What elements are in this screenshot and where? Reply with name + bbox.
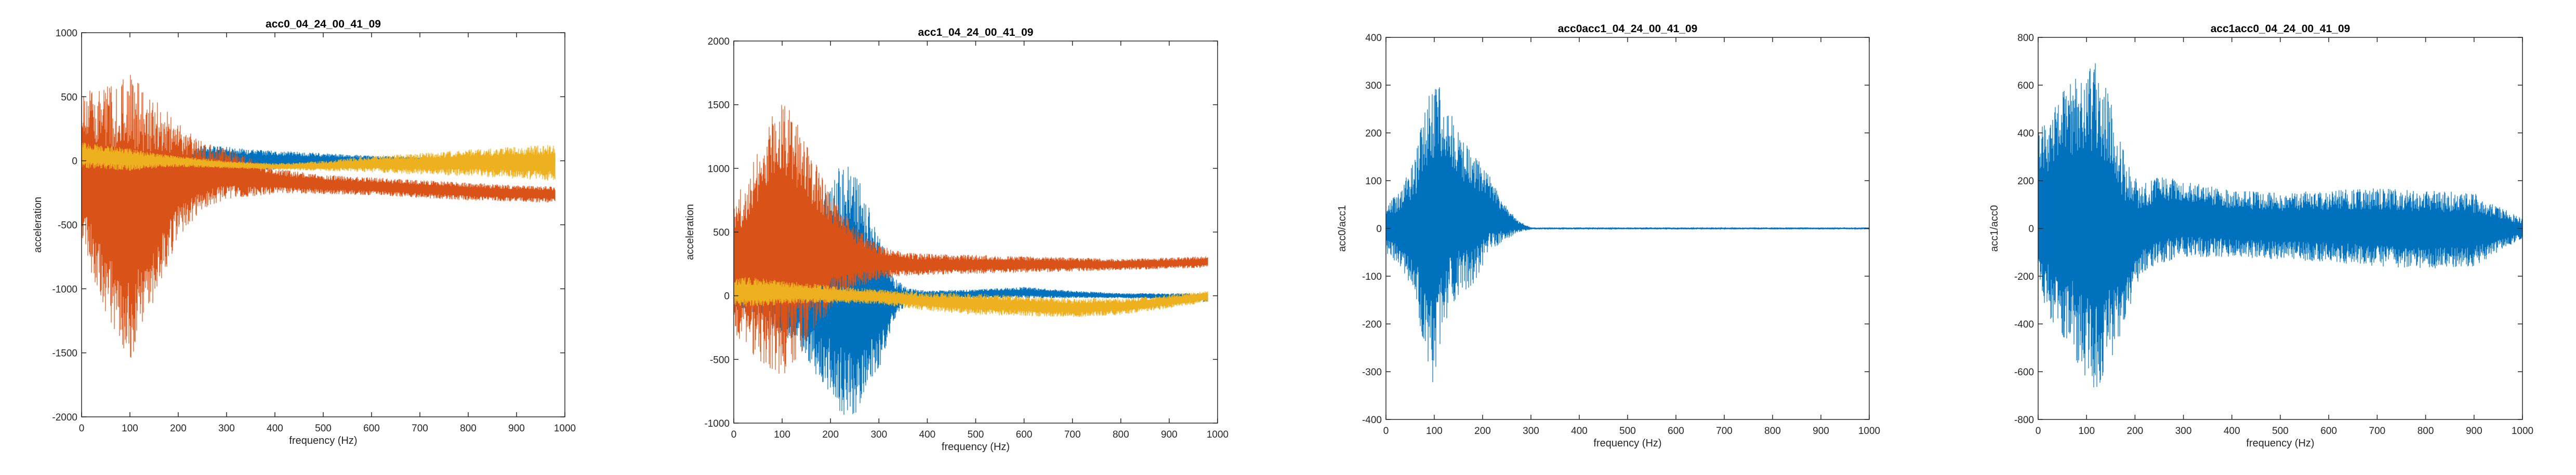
y-axis-label: acc1/acc0 <box>1989 205 2000 252</box>
y-tick-label: -1500 <box>52 348 77 359</box>
y-tick-label: 1000 <box>708 164 730 174</box>
x-tick-label: 900 <box>1813 426 1829 437</box>
y-tick-label: 200 <box>1365 128 1382 139</box>
x-tick-label: 600 <box>363 423 380 434</box>
x-axis-label: frequency (Hz) <box>289 435 357 446</box>
series-1-line <box>1385 87 1870 383</box>
x-tick-label: 800 <box>1764 426 1781 437</box>
chart-4: 0 100 200 300 400 500 600 700 800 900 1000 -800 -600… <box>1989 23 2533 449</box>
x-tick-label: 700 <box>412 423 428 434</box>
y-tick-label: 0 <box>1376 224 1382 235</box>
series-1-line <box>2038 63 2523 388</box>
y-axis-label: acceleration <box>32 197 44 253</box>
x-tick-label: 300 <box>218 423 235 434</box>
x-tick-label: 200 <box>2127 426 2144 437</box>
y-tick-label: -800 <box>2014 415 2034 426</box>
x-tick-label: 500 <box>968 429 984 440</box>
x-tick-label: 400 <box>919 429 936 440</box>
y-axis-label: acceleration <box>684 204 696 260</box>
y-axis-label: acc0/acc1 <box>1337 205 1348 252</box>
y-tick-label: -200 <box>1362 319 1382 330</box>
x-tick-label: 600 <box>1016 429 1033 440</box>
x-tick-label: 600 <box>1668 426 1684 437</box>
y-tick-label: 2000 <box>708 36 730 47</box>
x-tick-label: 700 <box>1716 426 1733 437</box>
chart-title: acc1_04_24_00_41_09 <box>918 26 1034 38</box>
x-tick-label: 900 <box>2466 426 2482 437</box>
series-2-line <box>733 105 1208 374</box>
chart-2: 0 100 200 300 400 500 600 700 800 900 1000 -1000 -50… <box>684 26 1228 453</box>
x-tick-label: 400 <box>2224 426 2240 437</box>
y-tick-label: -300 <box>1362 367 1382 378</box>
x-tick-label: 700 <box>2369 426 2386 437</box>
x-tick-label: 1000 <box>2512 426 2533 437</box>
y-tick-label: -600 <box>2014 367 2034 378</box>
y-tick-label: -100 <box>1362 272 1382 282</box>
series-2-line <box>81 75 556 358</box>
y-tick-label: -200 <box>2014 272 2034 282</box>
y-tick-label: 600 <box>2017 80 2034 91</box>
x-tick-label: 600 <box>2320 426 2337 437</box>
y-tick-label: -1000 <box>52 284 77 295</box>
y-tick-label: 800 <box>2017 33 2034 44</box>
x-tick-label: 500 <box>2272 426 2289 437</box>
x-tick-label: 100 <box>774 429 790 440</box>
series-3-line <box>81 142 556 181</box>
y-tick-label: -500 <box>58 220 77 231</box>
x-tick-label: 1000 <box>554 423 576 434</box>
y-tick-label: 1000 <box>56 28 77 39</box>
x-tick-label: 200 <box>170 423 187 434</box>
y-tick-label: -400 <box>2014 319 2034 330</box>
x-tick-label: 500 <box>1619 426 1636 437</box>
x-tick-label: 700 <box>1064 429 1081 440</box>
chart-3: 0 100 200 300 400 500 600 700 800 900 1000-400-300… <box>1337 23 1880 449</box>
x-tick-label: 0 <box>1383 426 1389 437</box>
series-3-line <box>733 277 1208 317</box>
y-tick-label: 300 <box>1365 80 1382 91</box>
x-tick-label: 100 <box>122 423 138 434</box>
y-tick-label: 400 <box>2017 128 2034 139</box>
y-tick-label: -500 <box>710 355 730 365</box>
y-tick-label: 400 <box>1365 33 1382 44</box>
x-axis-label: frequency (Hz) <box>2246 438 2314 449</box>
x-tick-label: 200 <box>822 429 839 440</box>
x-tick-label: 900 <box>1161 429 1178 440</box>
y-tick-label: 0 <box>2028 224 2034 235</box>
chart-1: 0 100 200 300 400 500 600 700 800 900 1000 -2000 -15… <box>32 18 576 446</box>
x-tick-label: 800 <box>460 423 477 434</box>
y-tick-label: -400 <box>1362 415 1382 426</box>
chart-title: acc0acc1_04_24_00_41_09 <box>1558 23 1698 35</box>
x-tick-label: 100 <box>1426 426 1443 437</box>
x-tick-label: 500 <box>315 423 332 434</box>
x-tick-label: 800 <box>1113 429 1129 440</box>
x-tick-label: 300 <box>870 429 887 440</box>
x-tick-label: 400 <box>267 423 283 434</box>
x-axis-label: frequency (Hz) <box>942 441 1010 453</box>
x-tick-label: 0 <box>731 429 737 440</box>
y-tick-label: -1000 <box>704 418 730 429</box>
x-tick-label: 0 <box>79 423 85 434</box>
x-tick-label: 0 <box>2036 426 2041 437</box>
x-tick-label: 900 <box>508 423 525 434</box>
y-tick-label: 0 <box>72 156 77 167</box>
y-tick-label: 200 <box>2017 176 2034 187</box>
x-tick-label: 200 <box>1474 426 1491 437</box>
x-tick-label: 1000 <box>1858 426 1880 437</box>
x-tick-label: 1000 <box>1207 429 1228 440</box>
x-tick-label: 300 <box>2175 426 2192 437</box>
y-tick-label: -2000 <box>52 412 77 423</box>
x-tick-label: 100 <box>2078 426 2095 437</box>
x-tick-label: 300 <box>1523 426 1539 437</box>
y-tick-label: 500 <box>713 227 730 238</box>
x-axis-label: frequency (Hz) <box>1593 438 1661 449</box>
y-tick-label: 0 <box>724 291 730 302</box>
x-tick-label: 400 <box>1571 426 1588 437</box>
y-tick-label: 100 <box>1365 176 1382 187</box>
chart-title: acc0_04_24_00_41_09 <box>266 18 381 30</box>
chart-title: acc1acc0_04_24_00_41_09 <box>2211 23 2350 35</box>
x-tick-label: 800 <box>2418 426 2434 437</box>
y-tick-label: 1500 <box>708 100 730 111</box>
y-tick-label: 500 <box>61 92 77 103</box>
